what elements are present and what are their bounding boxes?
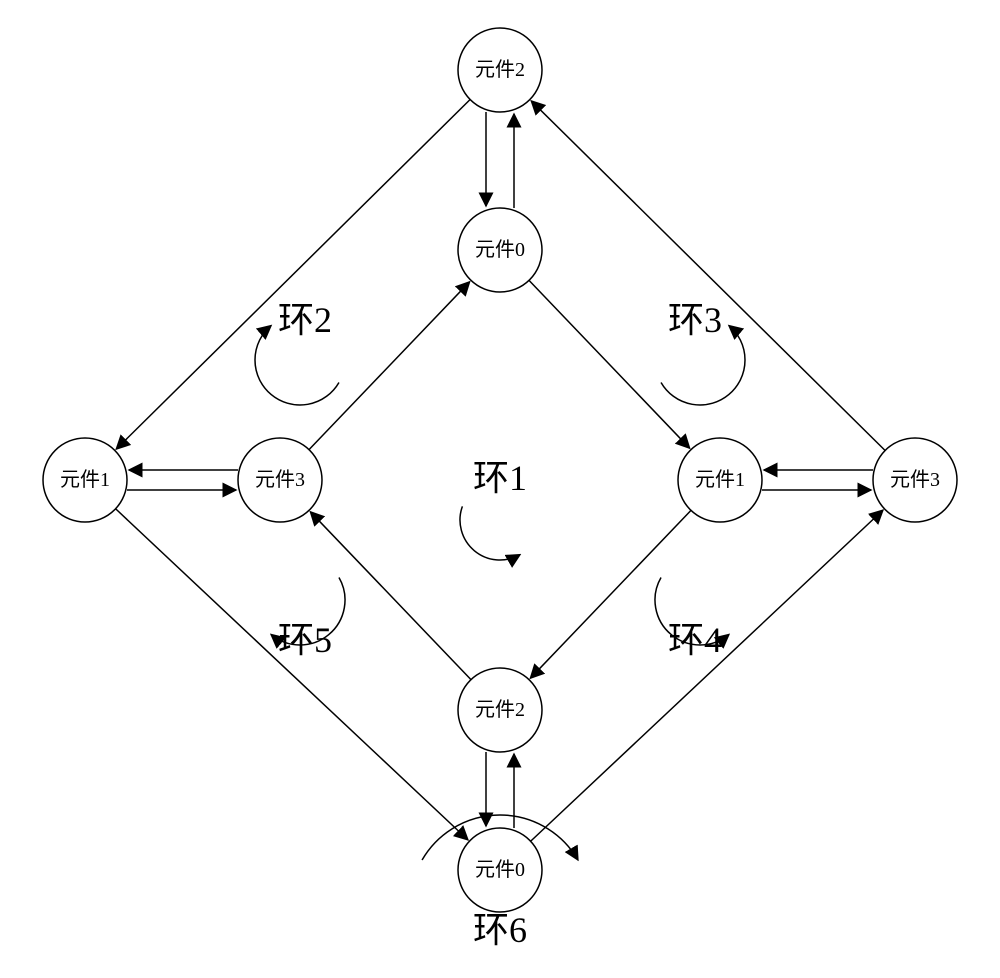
edge [531,101,885,451]
edge [531,510,883,841]
graph-node: 元件2 [458,28,542,112]
edge [116,509,468,840]
edge [529,280,690,448]
ring-label: 环3 [668,300,722,340]
edge [530,510,691,678]
ring-label: 环1 [473,458,527,498]
ring-network-diagram: 环1 环2 环3 环4 环5 环6 元件2 元件0 元件1 元件3 元件1 元件3 元件2 元件0 [0,0,1000,978]
graph-node: 元件1 [678,438,762,522]
graph-node: 元件1 [43,438,127,522]
edge [116,100,470,450]
graph-node: 元件2 [458,668,542,752]
edge [309,282,470,450]
node-label: 元件3 [255,468,305,491]
ring-label: 环4 [668,620,722,660]
graph-node: 元件3 [238,438,322,522]
ring-label: 环5 [278,620,332,660]
node-label: 元件1 [695,468,745,491]
ring-arc [460,506,520,560]
node-label: 元件0 [475,858,525,881]
graph-node: 元件0 [458,828,542,912]
node-label: 元件0 [475,238,525,261]
node-label: 元件2 [475,698,525,721]
ring-label: 环6 [473,910,527,950]
node-label: 元件2 [475,58,525,81]
ring-label: 环2 [278,300,332,340]
ring-arcs-layer [255,326,745,860]
edge [310,512,471,680]
graph-node: 元件0 [458,208,542,292]
node-label: 元件3 [890,468,940,491]
node-label: 元件1 [60,468,110,491]
graph-node: 元件3 [873,438,957,522]
